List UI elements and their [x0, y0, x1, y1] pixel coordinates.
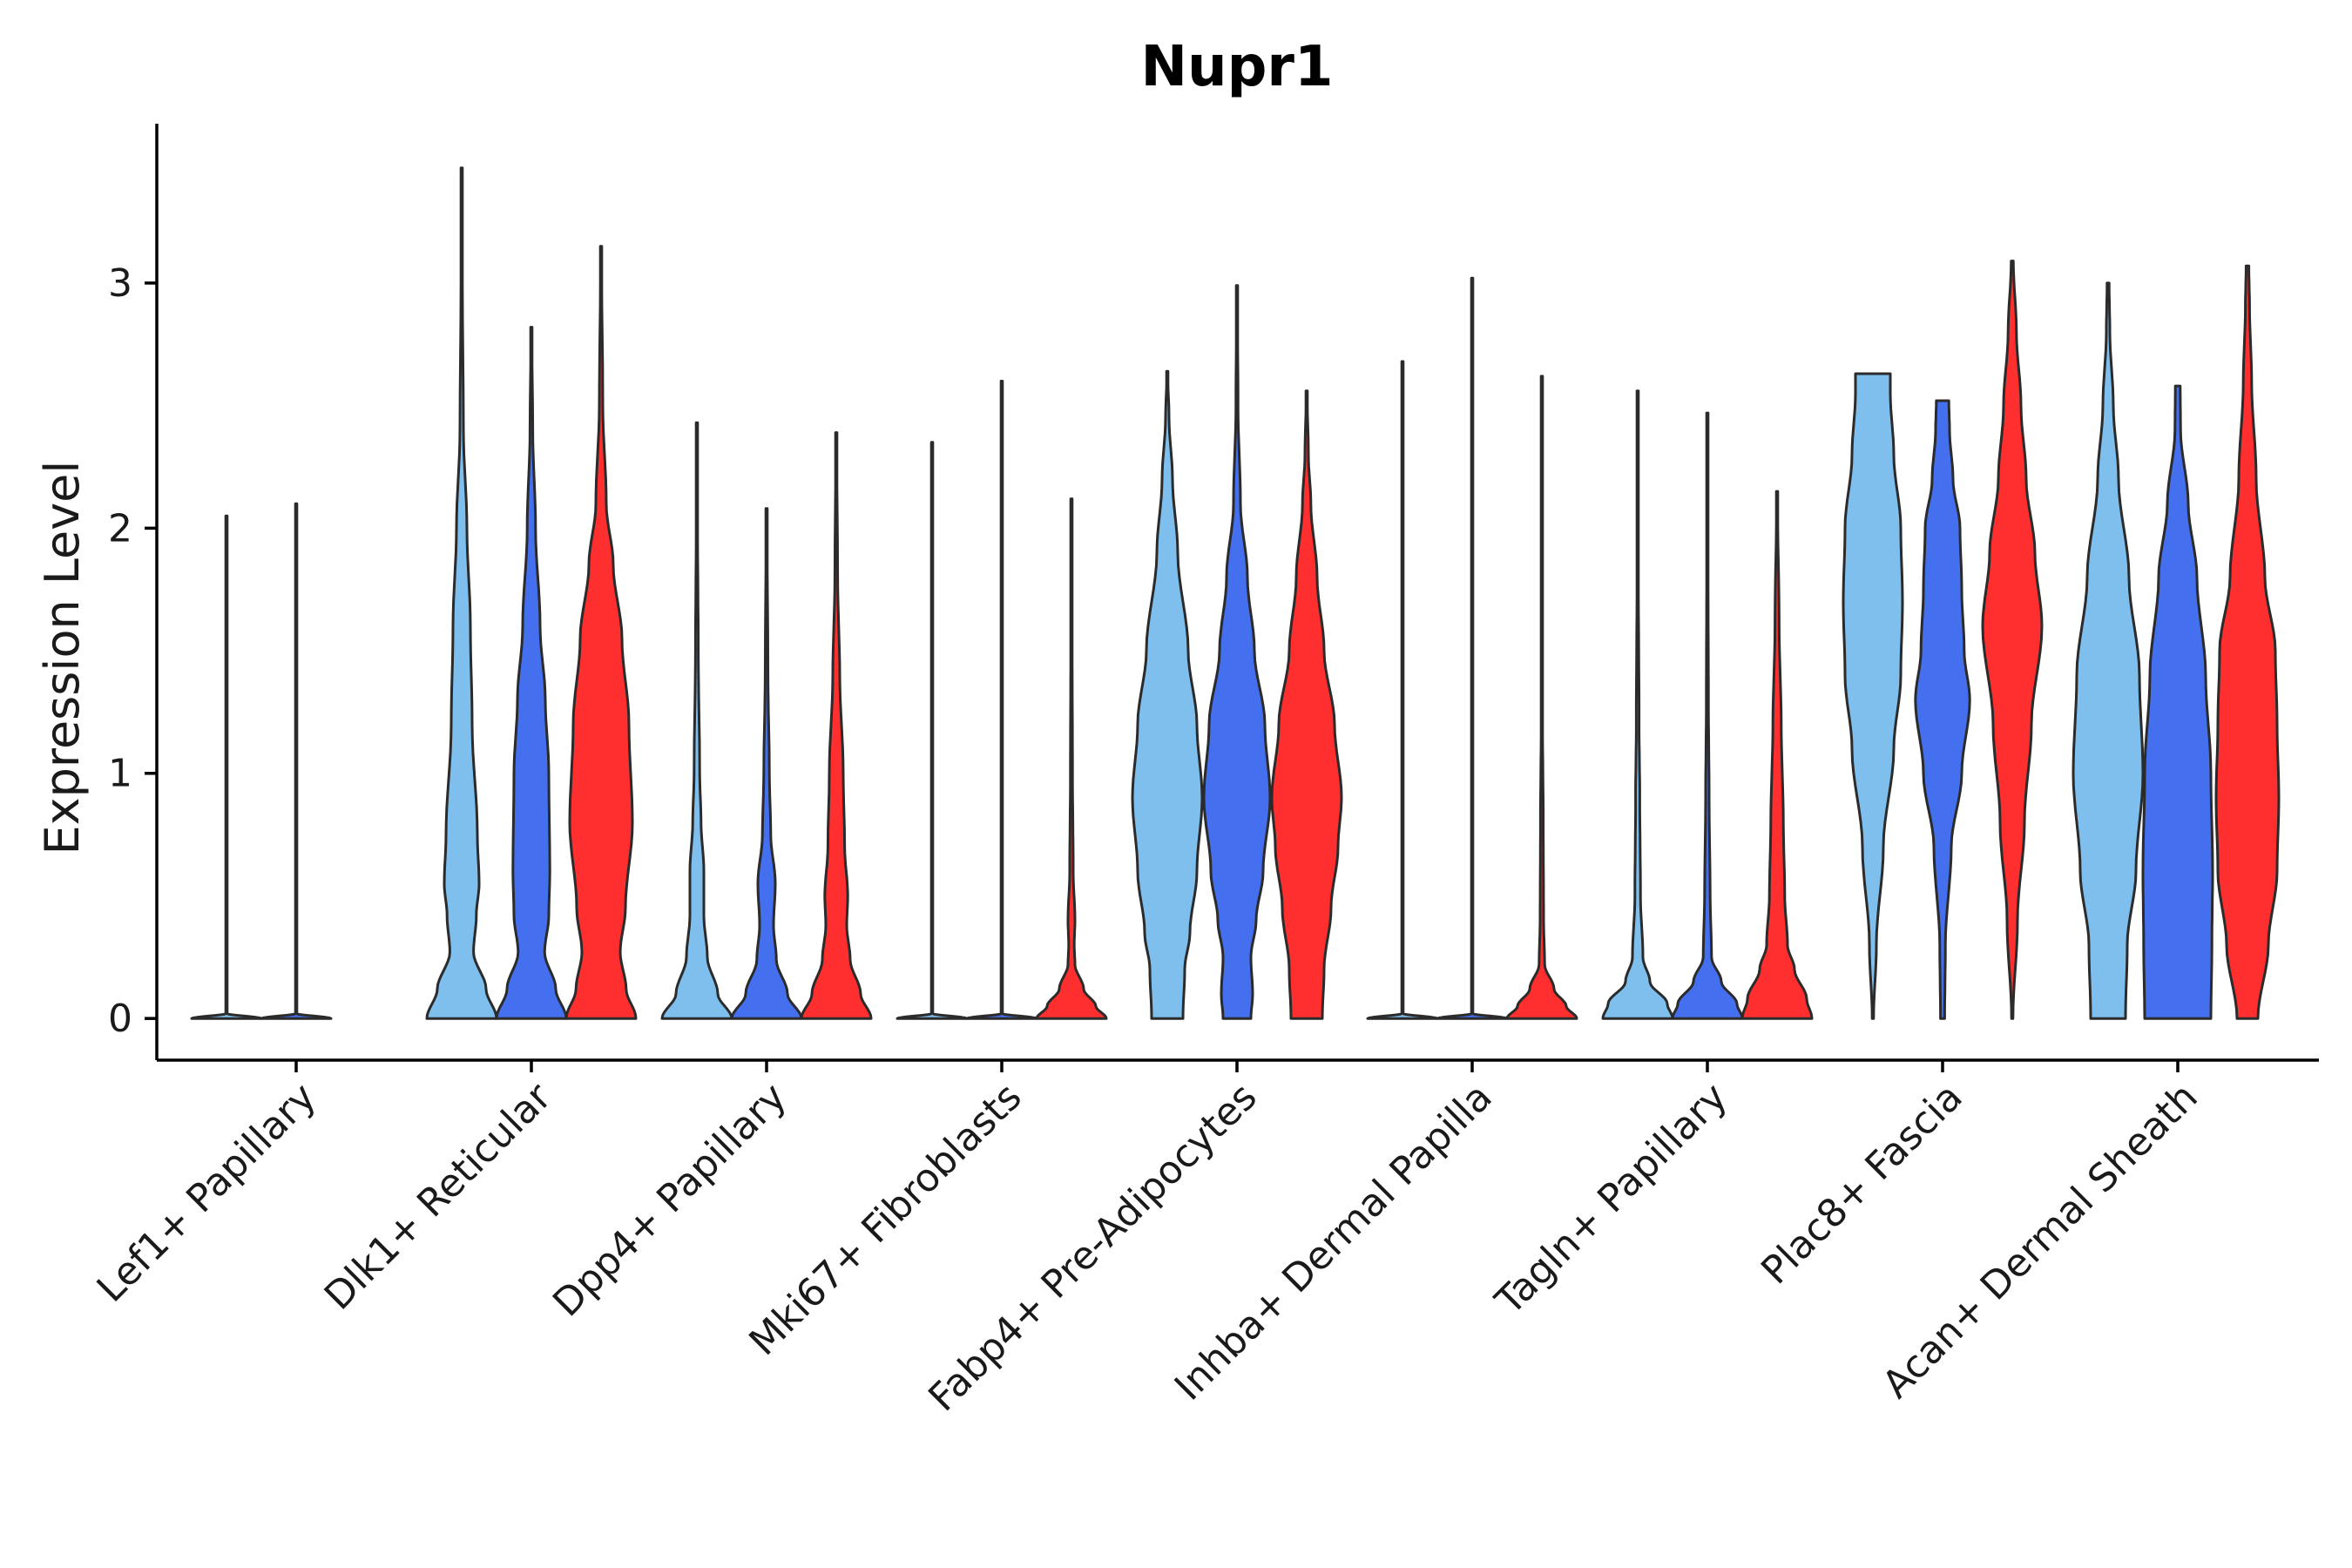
x-category-label: Dlk1+ Reticular — [316, 1074, 561, 1319]
violin-dpp4-papillary-group-1 — [660, 421, 733, 1020]
violin-mki67-fibroblasts-group-3 — [1035, 497, 1108, 1020]
violin-fabp4-pre-adipocytes-group-2 — [1202, 284, 1272, 1020]
violin-plac8-fascia-group-1 — [1842, 372, 1904, 1020]
violin-dpp4-papillary-group-2 — [730, 507, 803, 1020]
violin-fabp4-pre-adipocytes-group-1 — [1131, 369, 1204, 1020]
y-tick-label: 2 — [108, 506, 132, 551]
violin-inhba-dermal-papilla-group-1 — [1366, 360, 1439, 1020]
violin-mki67-fibroblasts-group-1 — [896, 441, 969, 1020]
y-tick-label: 1 — [108, 752, 132, 796]
y-tick-label: 3 — [108, 261, 132, 306]
y-axis: 0 1 2 3 — [108, 124, 159, 1060]
violin-dpp4-papillary-group-3 — [800, 431, 873, 1020]
x-category-label: Plac8+ Fascia — [1753, 1075, 1971, 1294]
x-category-label: Tagln+ Papillary — [1487, 1075, 1736, 1324]
x-category-label: Dpp4+ Papillary — [544, 1075, 795, 1326]
violin-acan-dermal-sheath-group-1 — [2072, 281, 2145, 1020]
violin-tagln-papillary-group-3 — [1740, 490, 1814, 1020]
violin-tagln-papillary-group-1 — [1601, 389, 1674, 1020]
violin-acan-dermal-sheath-group-2 — [2141, 384, 2214, 1020]
y-tick-label: 0 — [108, 997, 132, 1041]
violin-acan-dermal-sheath-group-3 — [2214, 264, 2281, 1020]
violin-lef1-papillary-group-2 — [260, 502, 333, 1020]
violin-inhba-dermal-papilla-group-3 — [1505, 375, 1578, 1020]
violin-dlk1-reticular-group-1 — [425, 166, 498, 1020]
chart-title: Nupr1 — [1140, 35, 1333, 99]
violin-tagln-papillary-group-2 — [1671, 411, 1744, 1020]
violin-dlk1-reticular-group-3 — [564, 245, 638, 1020]
violin-plac8-fascia-group-2 — [1914, 399, 1971, 1020]
violin-mki67-fibroblasts-group-2 — [965, 380, 1038, 1020]
violin-plac8-fascia-group-3 — [1981, 260, 2044, 1020]
violin-lef1-papillary-group-1 — [190, 514, 263, 1020]
violin-fabp4-pre-adipocytes-group-3 — [1270, 389, 1343, 1020]
violin-inhba-dermal-papilla-group-2 — [1436, 276, 1509, 1020]
violins-layer — [190, 166, 2281, 1020]
y-axis-label: Expression Level — [35, 461, 90, 855]
x-category-label: Lef1+ Papillary — [89, 1075, 325, 1311]
violin-dlk1-reticular-group-2 — [495, 326, 568, 1020]
